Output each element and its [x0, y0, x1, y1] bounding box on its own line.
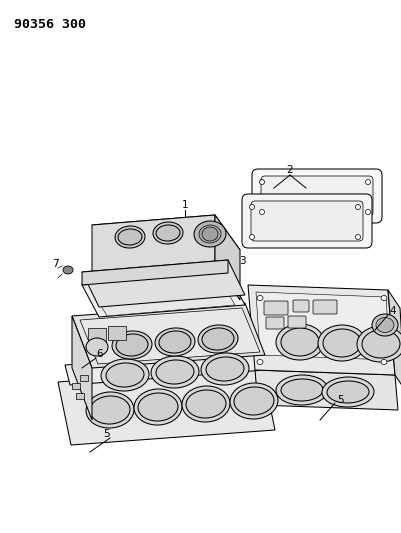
Ellipse shape: [257, 359, 263, 365]
Polygon shape: [256, 292, 390, 360]
Ellipse shape: [86, 392, 134, 428]
Polygon shape: [82, 273, 245, 317]
Ellipse shape: [259, 209, 265, 214]
Ellipse shape: [134, 389, 182, 425]
Ellipse shape: [276, 375, 328, 405]
Ellipse shape: [159, 331, 191, 353]
FancyBboxPatch shape: [288, 316, 306, 328]
Ellipse shape: [153, 222, 183, 244]
Ellipse shape: [362, 330, 400, 358]
Polygon shape: [388, 290, 401, 390]
Text: 1: 1: [182, 200, 188, 210]
Text: 7: 7: [52, 259, 58, 269]
Polygon shape: [65, 350, 265, 385]
Polygon shape: [92, 279, 235, 316]
Ellipse shape: [199, 225, 221, 243]
FancyBboxPatch shape: [72, 383, 80, 389]
Ellipse shape: [206, 357, 244, 381]
Ellipse shape: [249, 205, 255, 209]
Polygon shape: [82, 260, 228, 285]
Ellipse shape: [322, 377, 374, 407]
Polygon shape: [215, 215, 240, 300]
Ellipse shape: [365, 209, 371, 214]
Ellipse shape: [372, 314, 398, 336]
Ellipse shape: [115, 226, 145, 248]
Polygon shape: [255, 370, 398, 410]
FancyBboxPatch shape: [80, 375, 88, 381]
Text: 90356 300: 90356 300: [14, 18, 86, 31]
Ellipse shape: [257, 295, 263, 301]
Ellipse shape: [249, 235, 255, 239]
Ellipse shape: [276, 324, 324, 360]
Text: 6: 6: [97, 349, 103, 359]
Ellipse shape: [116, 334, 148, 356]
Text: 3: 3: [239, 256, 245, 266]
FancyBboxPatch shape: [266, 317, 284, 329]
Ellipse shape: [182, 386, 230, 422]
Ellipse shape: [101, 359, 149, 391]
Polygon shape: [72, 303, 265, 368]
Ellipse shape: [198, 325, 238, 353]
Ellipse shape: [118, 229, 142, 245]
Ellipse shape: [234, 387, 274, 415]
Polygon shape: [248, 285, 395, 375]
Ellipse shape: [194, 221, 226, 247]
Ellipse shape: [365, 180, 371, 184]
Text: 5: 5: [104, 429, 110, 439]
Polygon shape: [58, 367, 275, 445]
Ellipse shape: [112, 331, 152, 359]
Ellipse shape: [202, 227, 218, 241]
FancyBboxPatch shape: [108, 326, 126, 340]
FancyBboxPatch shape: [76, 393, 84, 399]
Ellipse shape: [376, 318, 394, 333]
Ellipse shape: [357, 326, 401, 362]
Ellipse shape: [201, 353, 249, 385]
FancyBboxPatch shape: [251, 201, 363, 241]
FancyBboxPatch shape: [313, 300, 337, 314]
FancyBboxPatch shape: [264, 301, 288, 315]
Ellipse shape: [63, 266, 73, 274]
Ellipse shape: [281, 328, 319, 356]
Ellipse shape: [281, 379, 323, 401]
Text: 5: 5: [337, 395, 343, 405]
Ellipse shape: [327, 381, 369, 403]
Ellipse shape: [356, 205, 360, 209]
Text: 4: 4: [390, 306, 396, 316]
Ellipse shape: [156, 225, 180, 241]
Ellipse shape: [381, 295, 387, 301]
Ellipse shape: [356, 235, 360, 239]
Ellipse shape: [186, 390, 226, 418]
Polygon shape: [92, 215, 240, 260]
FancyBboxPatch shape: [293, 300, 309, 312]
Ellipse shape: [318, 325, 366, 361]
Polygon shape: [72, 316, 92, 420]
Ellipse shape: [202, 328, 234, 350]
Polygon shape: [82, 260, 245, 307]
FancyBboxPatch shape: [242, 194, 372, 248]
Ellipse shape: [106, 363, 144, 387]
Ellipse shape: [156, 360, 194, 384]
FancyBboxPatch shape: [88, 328, 106, 342]
Text: 2: 2: [287, 165, 293, 175]
FancyBboxPatch shape: [252, 169, 382, 223]
Ellipse shape: [155, 328, 195, 356]
Ellipse shape: [381, 359, 387, 365]
Ellipse shape: [151, 356, 199, 388]
Ellipse shape: [230, 383, 278, 419]
Ellipse shape: [323, 329, 361, 357]
Ellipse shape: [90, 396, 130, 424]
Polygon shape: [80, 308, 260, 364]
FancyBboxPatch shape: [261, 176, 373, 216]
Ellipse shape: [259, 180, 265, 184]
Polygon shape: [92, 215, 215, 275]
Ellipse shape: [86, 338, 108, 356]
Ellipse shape: [138, 393, 178, 421]
